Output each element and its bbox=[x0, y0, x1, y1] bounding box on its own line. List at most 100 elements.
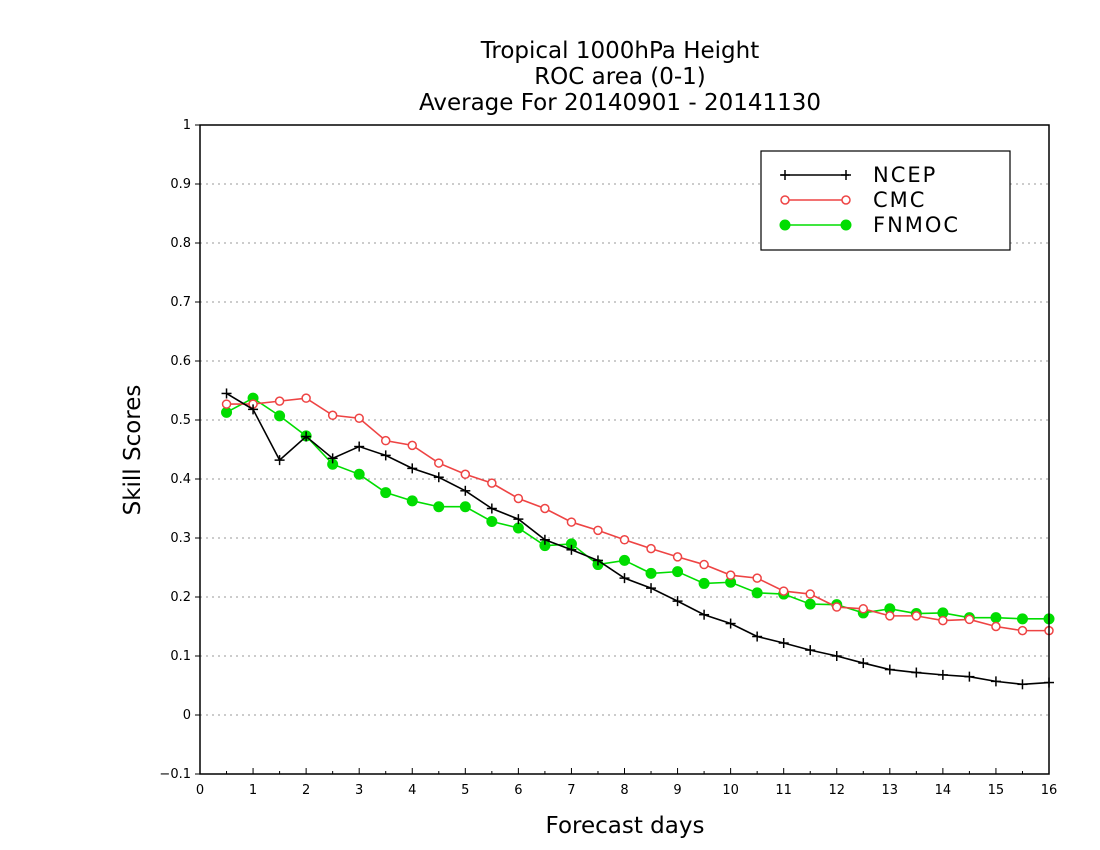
data-point-fnmoc bbox=[486, 515, 498, 527]
data-point-ncep bbox=[301, 431, 312, 442]
data-point-fnmoc bbox=[380, 487, 392, 499]
data-point-ncep bbox=[460, 485, 471, 496]
x-tick-label: 7 bbox=[567, 783, 575, 798]
data-point-cmc bbox=[407, 440, 417, 451]
data-point-ncep bbox=[248, 404, 259, 415]
data-point-cmc bbox=[805, 589, 815, 599]
y-tick-label: 0.8 bbox=[170, 236, 191, 251]
legend: NCEP CMC FNMOC bbox=[760, 150, 1011, 251]
legend-marker-cmc bbox=[841, 195, 851, 205]
data-point-ncep bbox=[539, 534, 550, 545]
data-point-cmc bbox=[832, 602, 842, 612]
data-point-cmc bbox=[991, 621, 1001, 632]
data-point-cmc bbox=[964, 614, 975, 625]
data-point-ncep bbox=[964, 671, 975, 682]
data-point-ncep bbox=[646, 583, 657, 594]
data-point-cmc bbox=[487, 478, 497, 488]
y-tick-label: 0.3 bbox=[170, 531, 191, 546]
data-point-cmc bbox=[513, 493, 524, 504]
data-point-fnmoc bbox=[459, 501, 471, 513]
x-tick-label: 9 bbox=[673, 783, 681, 798]
legend-marker-ncep bbox=[841, 170, 851, 180]
data-point-cmc bbox=[566, 517, 577, 527]
legend-label-ncep: NCEP bbox=[873, 163, 937, 187]
x-tick-label: 10 bbox=[722, 783, 739, 798]
x-tick-label: 14 bbox=[935, 783, 952, 798]
data-point-ncep bbox=[937, 669, 948, 680]
y-tick-label: 0.4 bbox=[170, 472, 191, 487]
data-point-fnmoc bbox=[274, 410, 286, 422]
data-point-fnmoc bbox=[433, 501, 445, 513]
x-tick-label: 6 bbox=[514, 783, 522, 798]
legend-marker-cmc bbox=[780, 195, 790, 205]
data-point-ncep bbox=[592, 555, 603, 566]
data-point-ncep bbox=[407, 463, 418, 474]
data-point-fnmoc bbox=[406, 495, 418, 507]
data-point-cmc bbox=[619, 535, 630, 545]
data-point-cmc bbox=[1017, 625, 1028, 636]
legend-marker-ncep bbox=[780, 170, 790, 180]
x-tick-label: 11 bbox=[775, 783, 792, 798]
data-point-cmc bbox=[540, 503, 550, 514]
axis-ticks: −0.100.10.20.30.40.50.60.70.80.910 1 2 3 4 5 6… bbox=[159, 118, 1057, 798]
data-point-ncep bbox=[699, 609, 710, 620]
x-tick-label: 4 bbox=[408, 783, 416, 798]
x-tick-label: 13 bbox=[882, 783, 899, 798]
data-point-fnmoc bbox=[512, 522, 524, 534]
data-point-ncep bbox=[858, 658, 869, 669]
data-point-cmc bbox=[699, 559, 709, 570]
x-tick-label: 3 bbox=[355, 783, 363, 798]
x-tick-label: 1 bbox=[249, 783, 257, 798]
legend-label-cmc: CMC bbox=[873, 188, 926, 212]
data-point-cmc bbox=[672, 552, 683, 562]
data-point-ncep bbox=[433, 472, 444, 483]
data-point-fnmoc bbox=[804, 598, 816, 610]
data-point-cmc bbox=[301, 393, 311, 403]
data-point-cmc bbox=[460, 469, 471, 480]
chart-title-line-3: Average For 20140901 - 20141130 bbox=[419, 90, 821, 116]
legend-marker-fnmoc bbox=[840, 219, 852, 231]
data-point-fnmoc bbox=[751, 587, 763, 599]
data-point-cmc bbox=[380, 435, 391, 446]
data-point-ncep bbox=[1017, 679, 1028, 690]
data-point-ncep bbox=[566, 544, 577, 555]
data-point-fnmoc bbox=[353, 468, 365, 480]
data-point-ncep bbox=[990, 676, 1001, 687]
data-point-cmc bbox=[885, 611, 895, 621]
data-point-cmc bbox=[911, 611, 922, 621]
x-tick-label: 15 bbox=[988, 783, 1005, 798]
legend-swatch-fnmoc bbox=[779, 219, 852, 231]
legend-marker-fnmoc bbox=[779, 219, 791, 231]
x-tick-label: 16 bbox=[1041, 783, 1058, 798]
data-point-cmc bbox=[221, 399, 232, 409]
y-tick-label: 0.9 bbox=[170, 177, 191, 192]
y-tick-label: −0.1 bbox=[159, 767, 191, 782]
y-tick-label: 0.7 bbox=[170, 295, 191, 310]
x-axis-label: Forecast days bbox=[546, 813, 705, 839]
x-tick-label: 8 bbox=[620, 783, 628, 798]
data-point-cmc bbox=[646, 543, 656, 554]
y-tick-label: 1 bbox=[183, 118, 191, 133]
data-point-fnmoc bbox=[990, 612, 1002, 624]
y-tick-label: 0 bbox=[183, 708, 191, 723]
plot-area-frame bbox=[199, 124, 1050, 775]
data-point-fnmoc bbox=[619, 554, 630, 566]
data-point-ncep bbox=[725, 618, 736, 629]
data-point-ncep bbox=[778, 638, 789, 649]
chart-title-line-2: ROC area (0-1) bbox=[534, 64, 706, 90]
data-point-cmc bbox=[434, 458, 444, 468]
data-point-cmc bbox=[752, 573, 762, 583]
data-point-cmc bbox=[354, 413, 364, 423]
data-point-ncep bbox=[911, 667, 922, 678]
chart-title-line-1: Tropical 1000hPa Height bbox=[480, 38, 760, 64]
data-point-ncep bbox=[831, 651, 842, 661]
data-point-fnmoc bbox=[672, 566, 684, 578]
data-point-cmc bbox=[858, 604, 869, 614]
data-point-ncep bbox=[354, 441, 365, 452]
data-point-fnmoc bbox=[645, 567, 657, 579]
data-point-ncep bbox=[327, 453, 338, 464]
data-point-ncep bbox=[752, 631, 763, 642]
data-point-ncep bbox=[380, 450, 391, 461]
